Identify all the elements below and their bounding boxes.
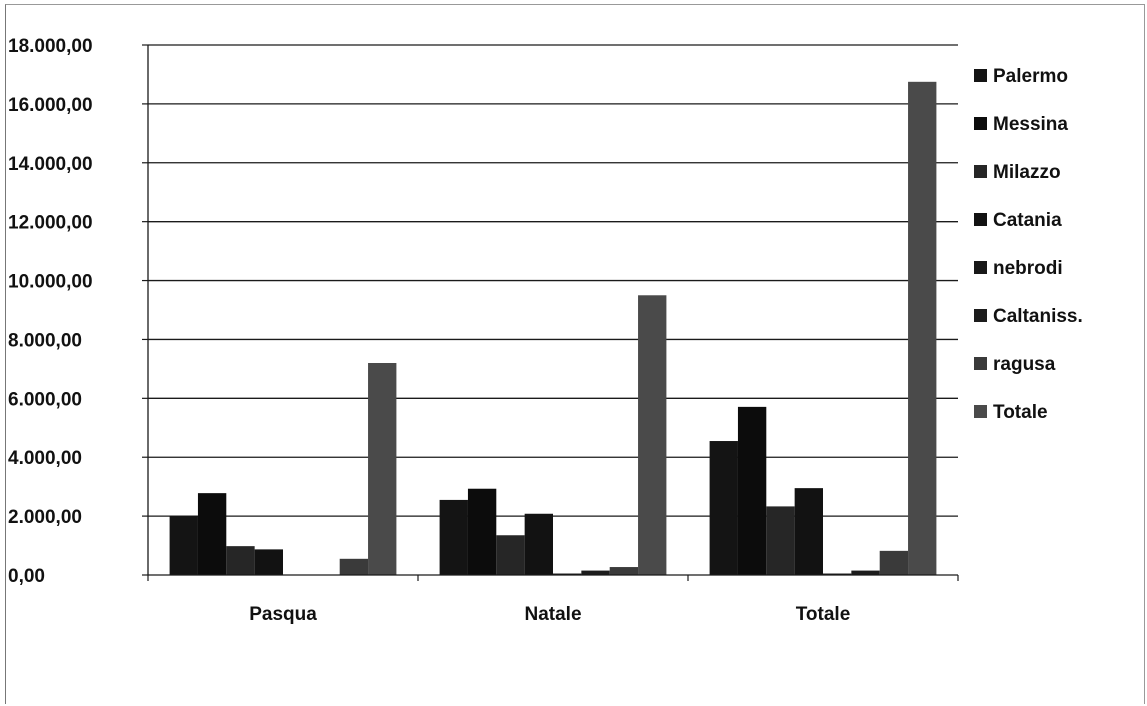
bar-ragusa-natale <box>609 567 639 575</box>
legend-swatch <box>974 165 987 178</box>
chart-frame: 0,00 2.000,00 4.000,00 6.000,00 8.000,00 10.0… <box>5 4 1145 704</box>
bar-milazzo-pasqua <box>226 546 255 575</box>
y-tick-label: 12.000,00 <box>8 213 93 234</box>
y-tick-label: 14.000,00 <box>8 154 93 175</box>
legend-swatch <box>974 261 987 274</box>
x-category-label: Natale <box>524 604 581 625</box>
bar-palermo-pasqua <box>169 516 198 575</box>
legend-swatch <box>974 69 987 82</box>
bar-milazzo-natale <box>496 535 525 575</box>
legend-label: ragusa <box>993 354 1056 375</box>
bar-catania-totale <box>794 488 823 575</box>
bar-chart: 0,00 2.000,00 4.000,00 6.000,00 8.000,00 10.0… <box>8 36 1083 625</box>
x-category-label: Pasqua <box>249 604 317 625</box>
bar-messina-natale <box>467 488 497 575</box>
legend-swatch <box>974 213 987 226</box>
bars <box>169 81 937 576</box>
bar-messina-pasqua <box>197 493 227 575</box>
y-tick-label: 10.000,00 <box>8 272 93 293</box>
legend-label: Catania <box>993 210 1062 231</box>
bar-catania-natale <box>524 513 553 575</box>
bar-catania-pasqua <box>254 549 283 575</box>
legend-label: nebrodi <box>993 258 1063 279</box>
y-tick-label: 6.000,00 <box>8 389 82 410</box>
bar-milazzo-totale <box>766 506 795 575</box>
y-tick-label: 2.000,00 <box>8 507 82 528</box>
bar-caltaniss-natale <box>581 570 610 575</box>
y-tick-label: 16.000,00 <box>8 95 93 116</box>
legend-label: Caltaniss. <box>993 306 1083 327</box>
bar-totale-totale <box>908 81 937 576</box>
bar-totale-natale <box>638 295 667 575</box>
bar-totale-pasqua <box>368 363 397 575</box>
gridlines <box>148 44 958 517</box>
x-category-label: Totale <box>796 604 851 625</box>
y-tick-label: 0,00 <box>8 566 45 587</box>
bar-ragusa-totale <box>879 550 909 575</box>
bar-messina-totale <box>737 406 767 575</box>
legend-swatch <box>974 357 987 370</box>
bar-palermo-natale <box>439 499 468 575</box>
legend: Palermo Messina Milazzo Catania nebrodi Calta… <box>974 66 1083 423</box>
bar-nebrodi-totale <box>823 573 852 575</box>
bar-nebrodi-natale <box>553 573 582 575</box>
axes <box>142 44 959 581</box>
legend-label: Messina <box>993 114 1068 135</box>
bar-caltaniss-totale <box>851 570 880 575</box>
legend-label: Totale <box>993 402 1048 423</box>
y-tick-label: 4.000,00 <box>8 448 82 469</box>
legend-label: Milazzo <box>993 162 1061 183</box>
bar-palermo-totale <box>709 441 738 575</box>
legend-swatch <box>974 309 987 322</box>
bar-ragusa-pasqua <box>339 558 369 575</box>
y-tick-label: 8.000,00 <box>8 330 82 351</box>
y-tick-label: 18.000,00 <box>8 36 93 57</box>
x-category-labels: Pasqua Natale Totale <box>249 604 850 625</box>
legend-swatch <box>974 405 987 418</box>
y-tick-labels: 0,00 2.000,00 4.000,00 6.000,00 8.000,00 10.0… <box>8 36 93 587</box>
legend-label: Palermo <box>993 66 1068 87</box>
legend-swatch <box>974 117 987 130</box>
